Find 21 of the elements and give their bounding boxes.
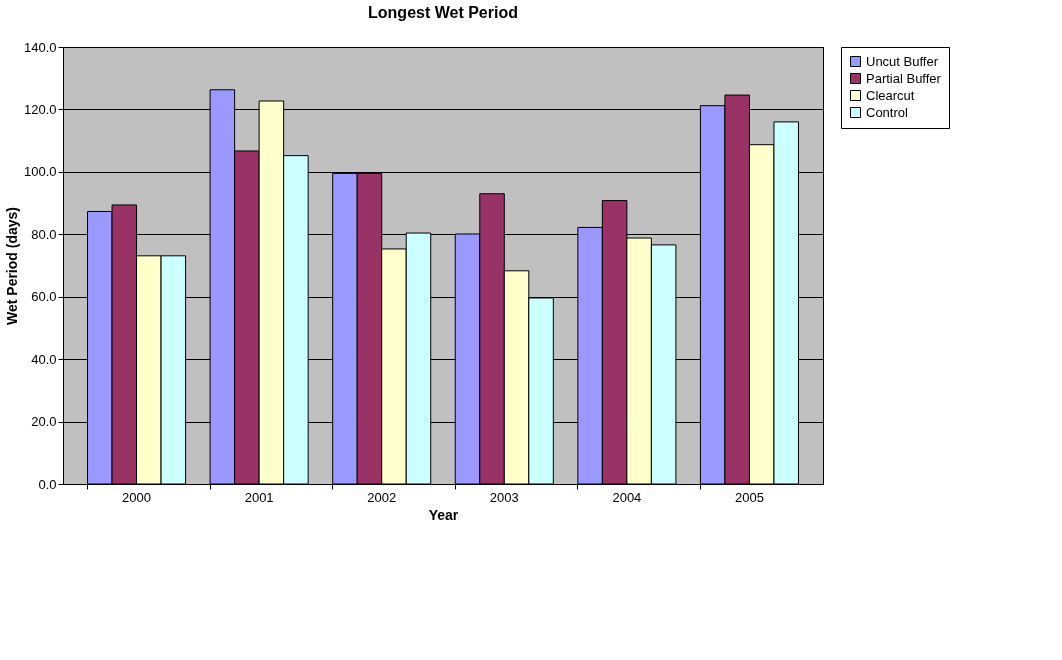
y-tick-label: 0.0: [38, 476, 57, 492]
y-tick-label: 80.0: [31, 226, 57, 242]
y-tick-label: 40.0: [31, 351, 57, 367]
legend-label: Control: [866, 104, 909, 120]
chart-title: Longest Wet Period: [368, 4, 518, 21]
legend-label: Partial Buffer: [866, 70, 942, 86]
y-tick-label: 100.0: [23, 164, 57, 180]
y-tick-label: 120.0: [23, 101, 57, 117]
y-tick-label: 20.0: [31, 414, 57, 430]
x-tick-label: 2002: [367, 489, 397, 505]
x-tick-label: 2003: [489, 489, 519, 505]
legend-label: Uncut Buffer: [866, 53, 939, 69]
x-tick-label: 2005: [734, 489, 764, 505]
x-tick-label: 2004: [612, 489, 642, 505]
legend-label: Clearcut: [866, 87, 915, 103]
x-axis-title: Year: [428, 506, 459, 523]
y-tick-label: 140.0: [23, 39, 57, 55]
x-tick-label: 2000: [122, 489, 152, 505]
y-axis-title: Wet Period (days): [3, 207, 20, 325]
x-tick-label: 2001: [244, 489, 274, 505]
y-tick-label: 60.0: [31, 289, 57, 305]
